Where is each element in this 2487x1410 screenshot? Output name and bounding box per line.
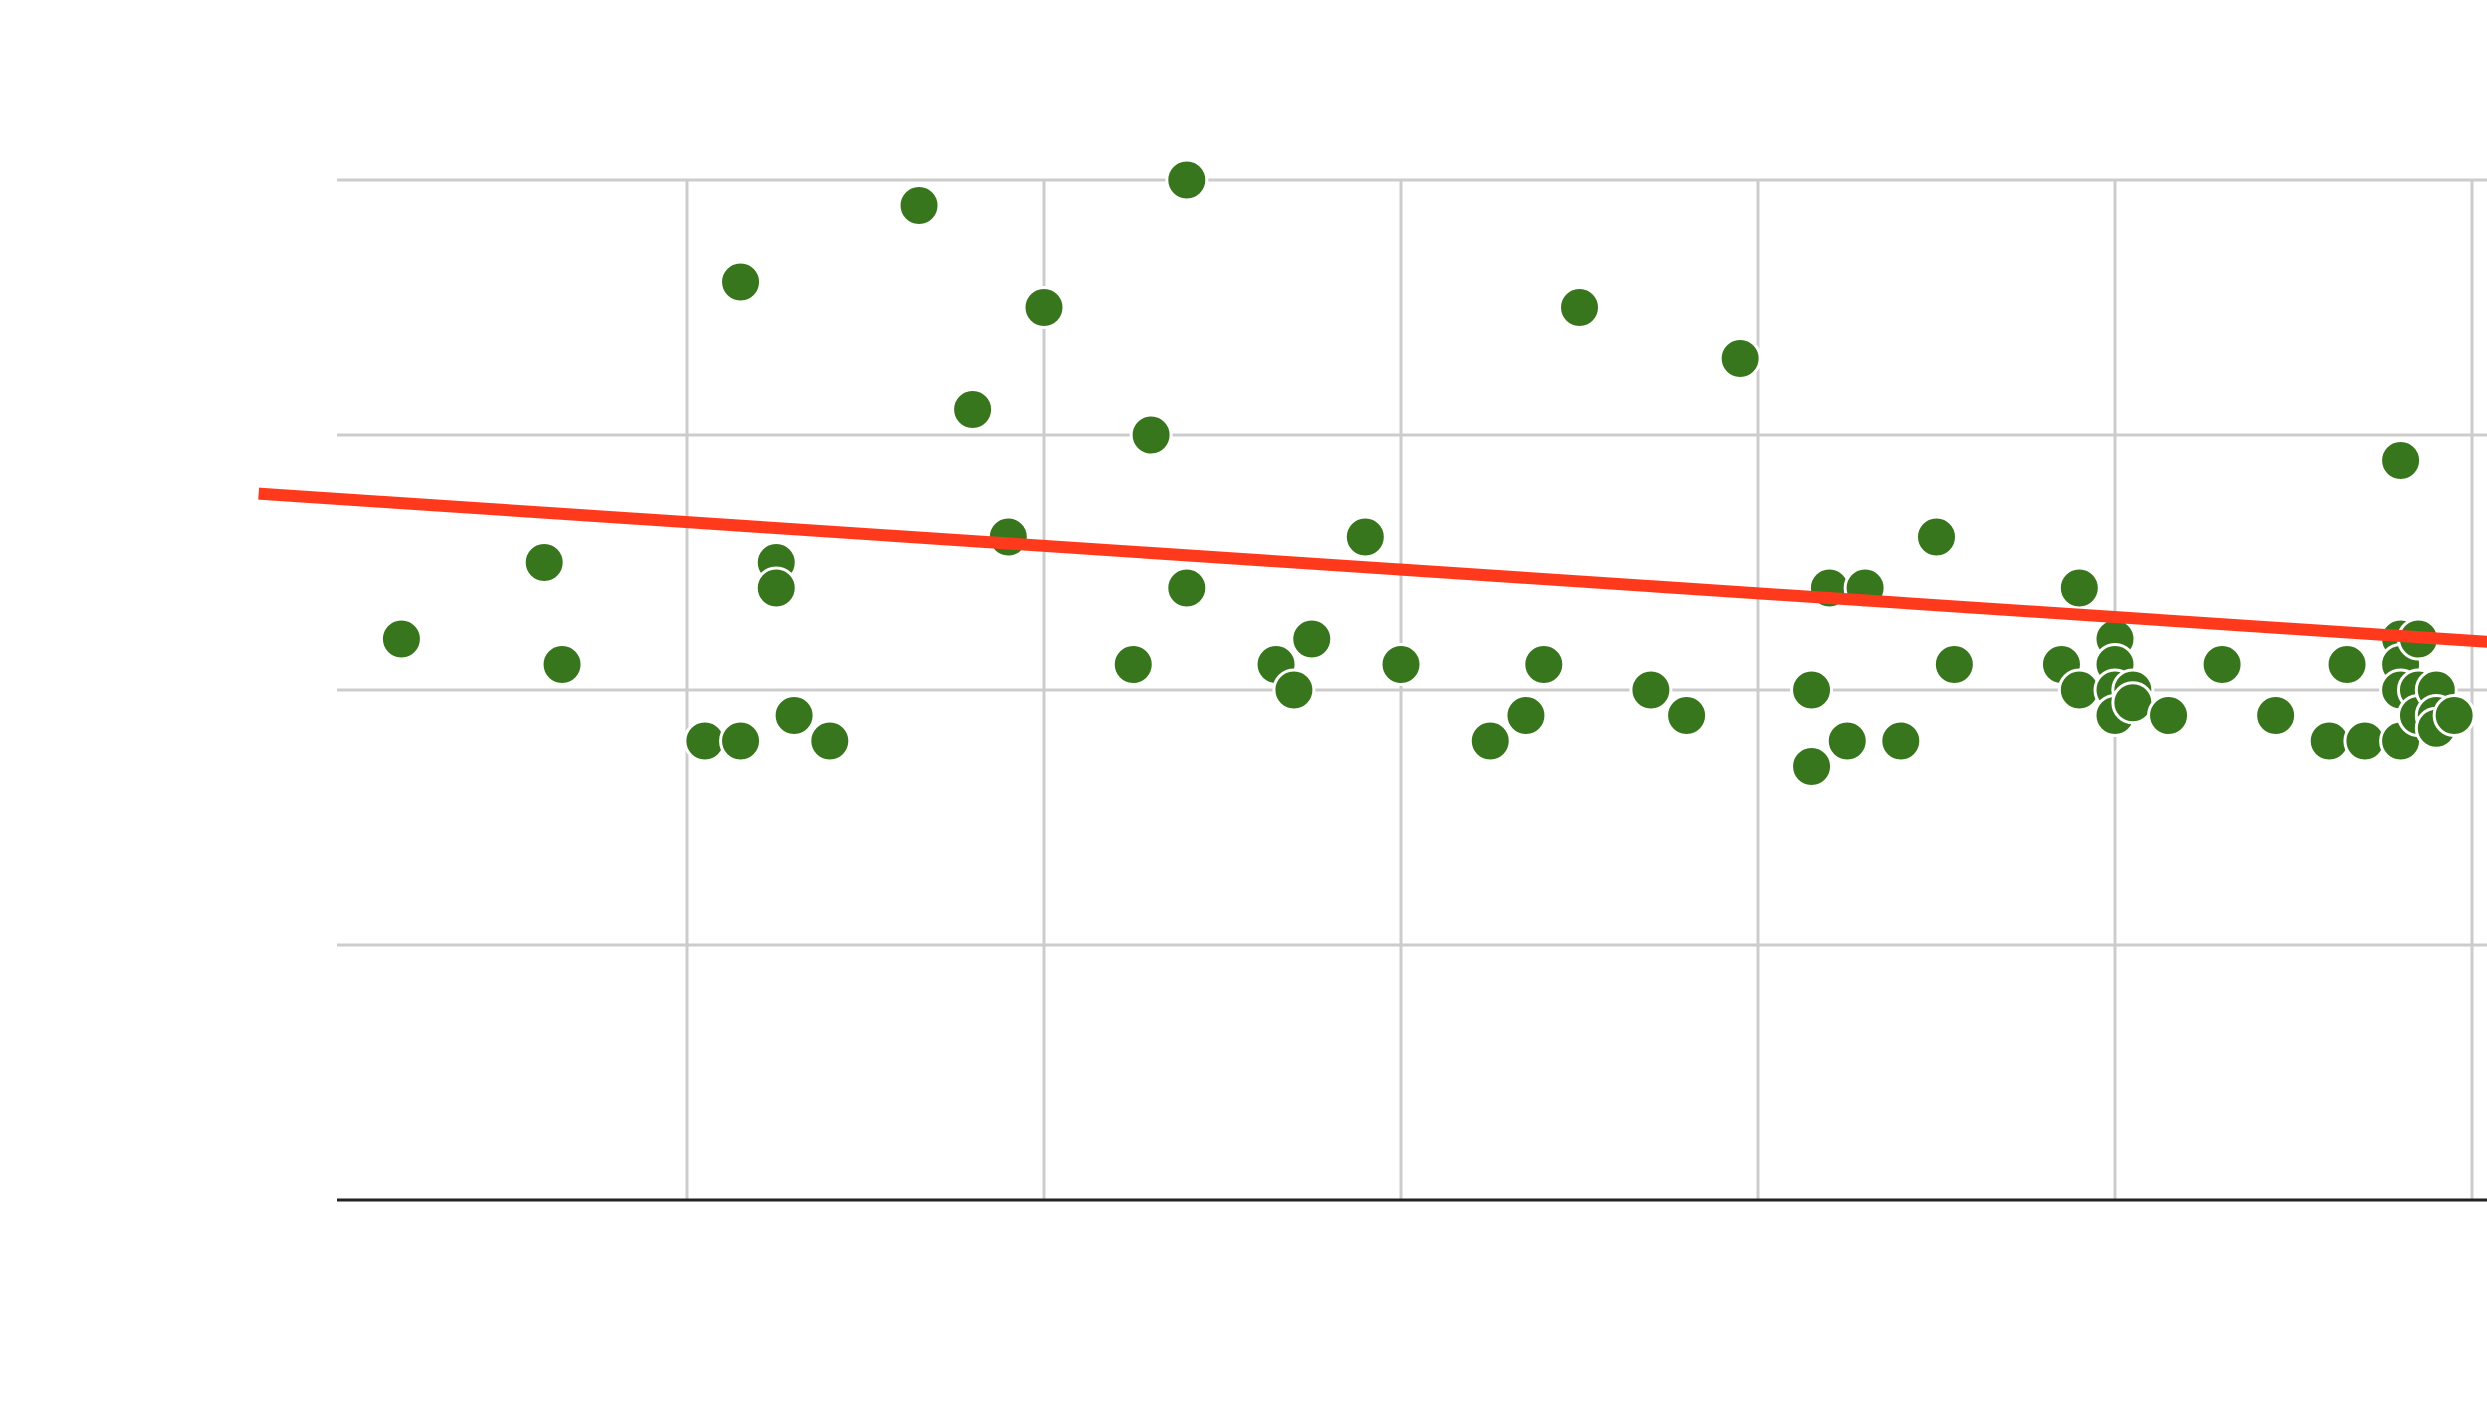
data-point-17 — [1165, 158, 1209, 202]
data-point-21 — [1290, 617, 1334, 661]
data-point-8 — [754, 566, 798, 610]
data-point-22 — [1343, 515, 1387, 559]
data-point-52 — [2325, 643, 2369, 686]
data-point-37 — [1915, 515, 1958, 559]
data-point-41 — [2057, 566, 2101, 610]
gridlines — [337, 178, 2487, 1200]
data-point-3 — [540, 643, 584, 686]
data-points — [379, 158, 2476, 788]
data-point-5 — [719, 719, 763, 763]
data-point-15 — [1111, 643, 1155, 686]
data-point-47 — [2111, 681, 2155, 725]
data-point-53 — [2343, 719, 2387, 763]
data-point-30 — [1718, 337, 1762, 380]
data-point-29 — [1665, 694, 1709, 737]
data-point-49 — [2200, 643, 2244, 686]
data-point-48 — [2147, 694, 2191, 737]
data-point-9 — [772, 694, 816, 737]
data-point-23 — [1379, 643, 1423, 686]
data-point-18 — [1165, 566, 1209, 610]
data-point-31 — [1790, 668, 1834, 712]
data-point-50 — [2254, 694, 2298, 737]
data-point-24 — [1468, 719, 1512, 763]
data-point-20 — [1272, 668, 1316, 712]
trend-line — [258, 487, 2487, 648]
data-point-27 — [1558, 286, 1601, 329]
data-point-40 — [2057, 668, 2101, 712]
data-point-25 — [1504, 694, 1548, 737]
data-point-32 — [1790, 745, 1834, 788]
data-point-34 — [1825, 719, 1869, 763]
data-point-38 — [1932, 643, 1976, 686]
data-point-2 — [522, 541, 566, 584]
data-point-51 — [2307, 719, 2351, 763]
data-point-65 — [2432, 694, 2476, 737]
data-point-6 — [719, 260, 763, 304]
data-point-36 — [1879, 719, 1923, 763]
data-point-28 — [1629, 668, 1673, 712]
data-point-12 — [951, 388, 995, 431]
data-point-16 — [1129, 413, 1173, 457]
data-point-1 — [379, 617, 423, 661]
data-point-58 — [2379, 439, 2423, 482]
data-point-11 — [897, 184, 941, 227]
data-point-4 — [683, 719, 727, 763]
data-point-26 — [1522, 643, 1566, 686]
data-point-14 — [1022, 286, 1066, 329]
data-point-10 — [808, 719, 852, 763]
